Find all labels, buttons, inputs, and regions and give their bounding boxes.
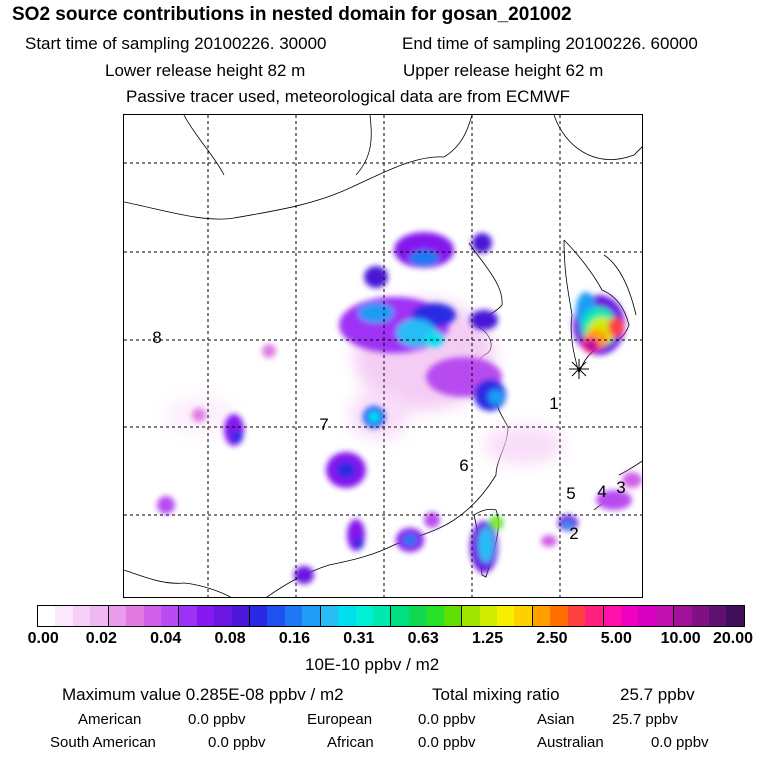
- colorbar-segment: [496, 606, 515, 626]
- colorbar-segment: [709, 606, 727, 626]
- south-american-label: South American: [50, 734, 156, 751]
- colorbar-segment: [302, 606, 321, 626]
- asian-label: Asian: [537, 711, 575, 728]
- colorbar-segment: [443, 606, 463, 626]
- colorbar-segment: [214, 606, 232, 626]
- african-label: African: [327, 734, 374, 751]
- colorbar-segment: [55, 606, 73, 626]
- map-panel: 1 2 3 4 5 6 7 8: [123, 114, 643, 598]
- receptor-marker: [569, 359, 589, 379]
- european-label: European: [307, 711, 373, 728]
- american-label: American: [78, 711, 142, 728]
- map-canvas: [124, 115, 642, 597]
- colorbar-segment: [603, 606, 621, 626]
- region-label-6: 6: [459, 456, 469, 475]
- colorbar-segment: [72, 606, 91, 626]
- colorbar-segment: [585, 606, 604, 626]
- colorbar: [37, 605, 745, 627]
- colorbar-tick-label: 0.31: [343, 630, 375, 647]
- asian-value: 25.7 ppbv: [612, 711, 678, 728]
- colorbar-segment: [408, 606, 427, 626]
- colorbar-segment: [160, 606, 180, 626]
- colorbar-segment: [108, 606, 127, 626]
- region-label-3: 3: [616, 478, 626, 497]
- start-time-label: Start time of sampling 20100226. 30000: [25, 34, 327, 53]
- tracer-note: Passive tracer used, meteorological data…: [126, 87, 571, 106]
- colorbar-tick-label: 0.08: [214, 630, 246, 647]
- colorbar-segment: [284, 606, 303, 626]
- colorbar-segment: [250, 606, 268, 626]
- colorbar-tick-label: 20.00: [712, 630, 754, 647]
- colorbar-segment: [90, 606, 109, 626]
- colorbar-segment: [231, 606, 251, 626]
- lower-release-label: Lower release height 82 m: [105, 61, 306, 80]
- colorbar-tick-label: 10.00: [660, 630, 701, 647]
- colorbar-segment: [532, 606, 551, 626]
- colorbar-segment: [550, 606, 568, 626]
- colorbar-segment: [373, 606, 392, 626]
- colorbar-segment: [320, 606, 339, 626]
- australian-label: Australian: [537, 734, 604, 751]
- grid: [124, 115, 642, 597]
- end-time-label: End time of sampling 20100226. 60000: [402, 34, 698, 53]
- colorbar-tick-label: 0.16: [278, 630, 311, 647]
- colorbar-segment: [267, 606, 285, 626]
- colorbar-segment: [462, 606, 480, 626]
- region-label-1: 1: [549, 394, 559, 413]
- colorbar-segment: [143, 606, 161, 626]
- colorbar-segment: [674, 606, 692, 626]
- colorbar-segment: [567, 606, 586, 626]
- african-value: 0.0 ppbv: [418, 734, 476, 751]
- colorbar-segment: [38, 606, 56, 626]
- total-mixing-value: 25.7 ppbv: [620, 685, 695, 704]
- european-value: 0.0 ppbv: [418, 711, 476, 728]
- colorbar-unit-label: 10E-10 ppbv / m2: [305, 655, 440, 674]
- colorbar-segment: [691, 606, 710, 626]
- region-label-5: 5: [566, 484, 576, 503]
- region-label-4: 4: [597, 482, 607, 501]
- colorbar-tick-label: 0.02: [85, 630, 117, 647]
- colorbar-tick-label: 0.04: [150, 630, 182, 647]
- colorbar-segment: [638, 606, 656, 626]
- total-mixing-label: Total mixing ratio: [432, 685, 560, 704]
- colorbar-tick-label: 5.00: [600, 630, 632, 647]
- region-label-7: 7: [319, 415, 329, 434]
- colorbar-segment: [620, 606, 639, 626]
- colorbar-segment: [726, 606, 744, 626]
- colorbar-segment: [355, 606, 374, 626]
- max-value-label: Maximum value 0.285E-08 ppbv / m2: [62, 685, 344, 704]
- colorbar-tick-label: 0.63: [407, 630, 439, 647]
- colorbar-segment: [514, 606, 533, 626]
- australian-value: 0.0 ppbv: [651, 734, 709, 751]
- colorbar-segment: [655, 606, 675, 626]
- colorbar-segment: [338, 606, 356, 626]
- chart-title: SO2 source contributions in nested domai…: [12, 4, 572, 25]
- colorbar-segment: [196, 606, 215, 626]
- colorbar-segment: [479, 606, 497, 626]
- colorbar-segment: [426, 606, 444, 626]
- colorbar-segment: [179, 606, 197, 626]
- upper-release-label: Upper release height 62 m: [403, 61, 604, 80]
- south-american-value: 0.0 ppbv: [208, 734, 266, 751]
- region-label-2: 2: [569, 524, 579, 543]
- colorbar-segment: [391, 606, 409, 626]
- region-label-8: 8: [152, 328, 162, 347]
- american-value: 0.0 ppbv: [188, 711, 246, 728]
- plume-layer: [157, 232, 642, 584]
- colorbar-segment: [126, 606, 144, 626]
- colorbar-tick-label: 2.50: [536, 630, 568, 647]
- colorbar-tick-label: 1.25: [471, 630, 504, 647]
- colorbar-tick-label: 0.00: [27, 630, 59, 647]
